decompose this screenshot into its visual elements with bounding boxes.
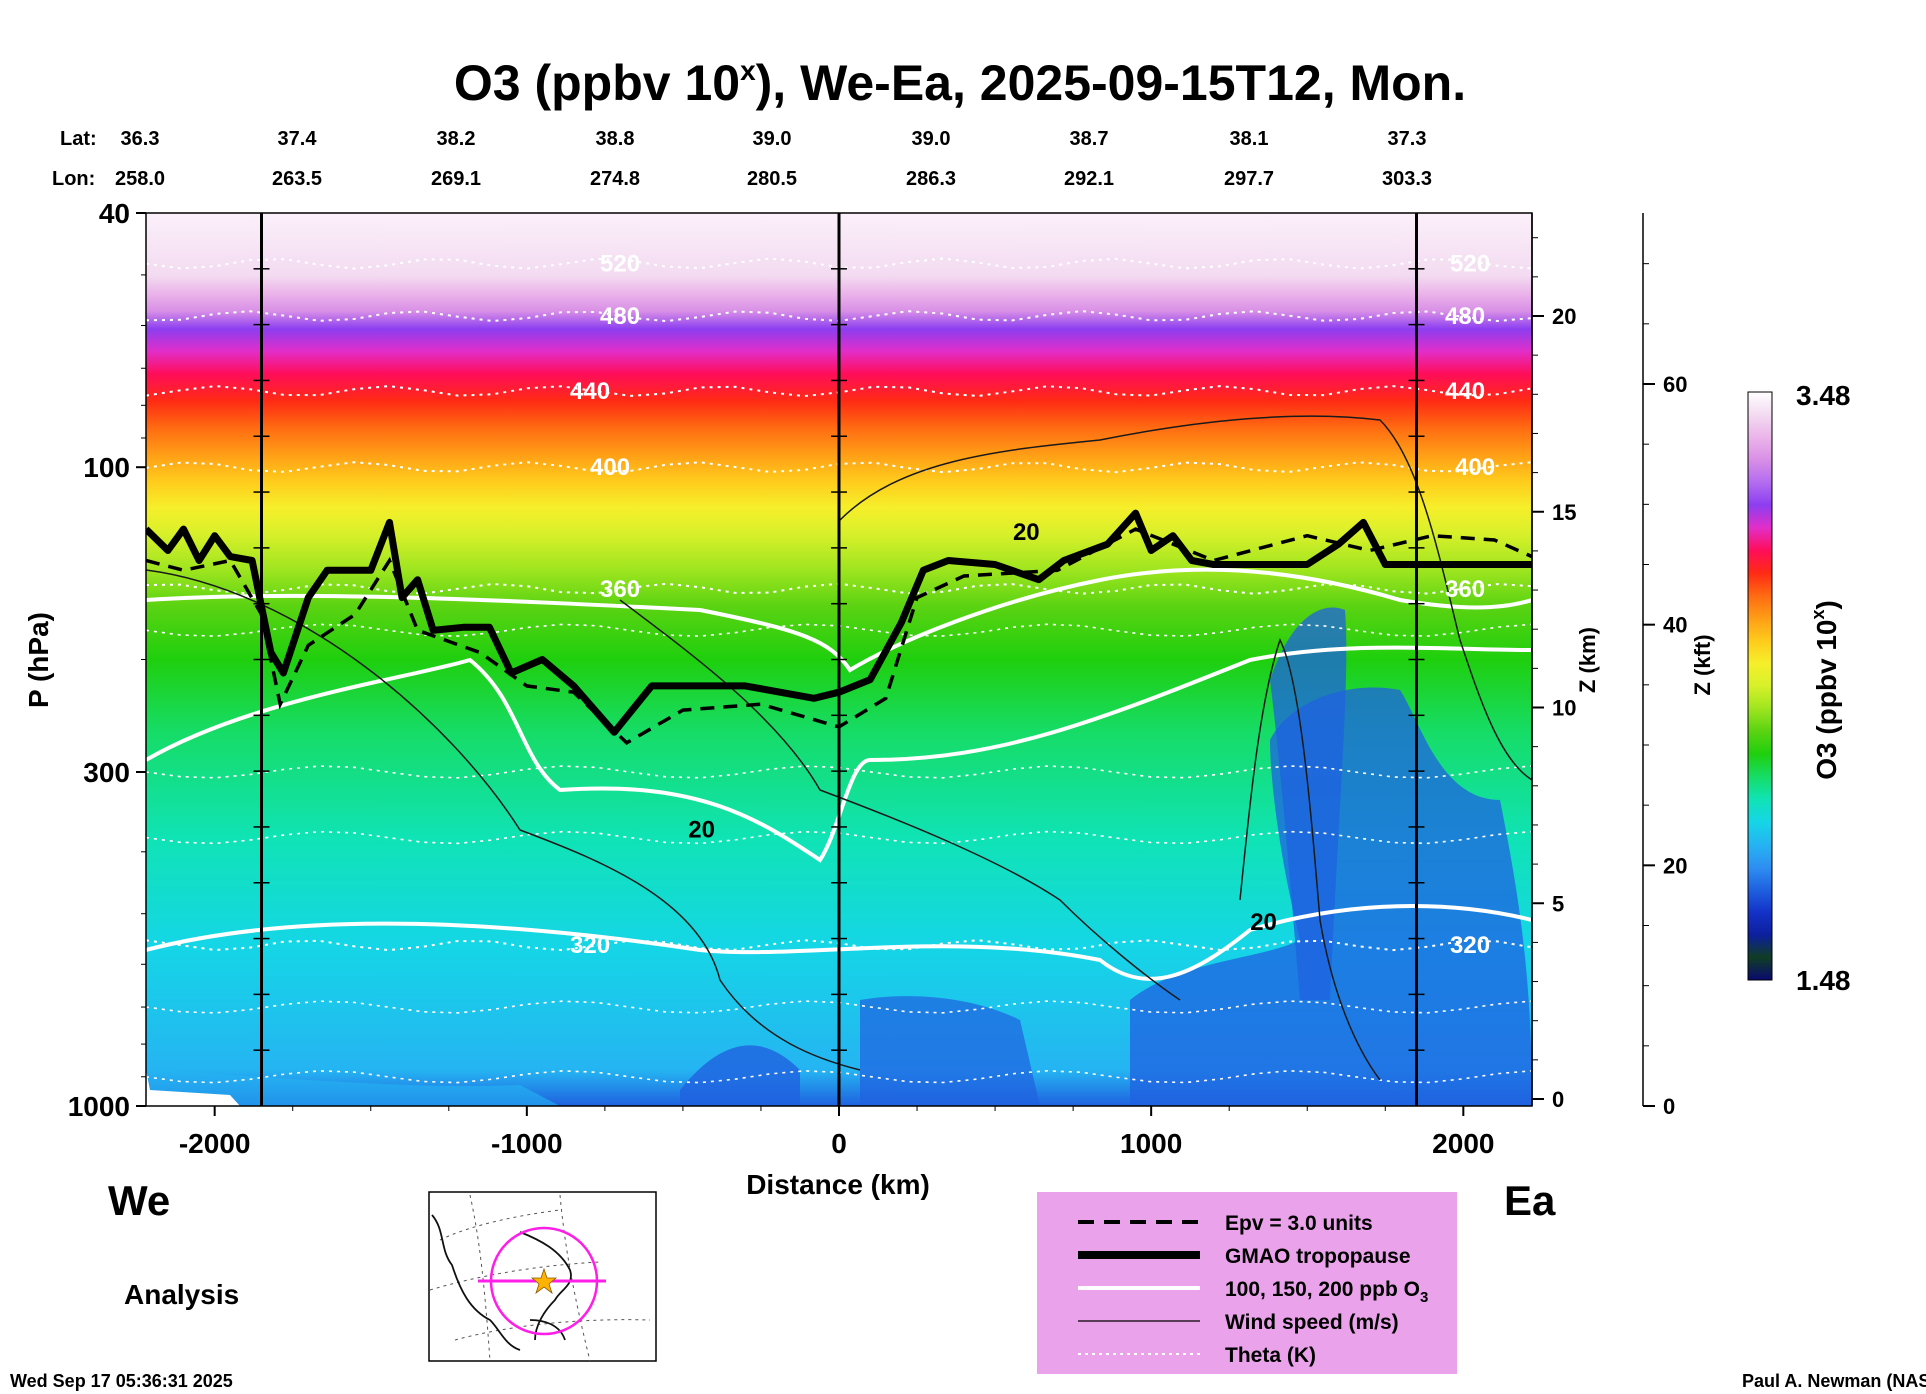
terrain-mask (146, 1070, 240, 1106)
y-tick-label: 300 (83, 757, 130, 788)
east-label: Ea (1504, 1177, 1556, 1224)
z-km-tick-label: 10 (1552, 696, 1576, 721)
lat-value: 36.3 (121, 128, 160, 150)
low-ozone-region-center (860, 996, 1040, 1106)
map-coastlines (431, 1214, 572, 1351)
tropopause-line (146, 509, 1532, 736)
wind-speed-label: 20 (688, 817, 715, 844)
lon-value: 263.5 (272, 168, 322, 190)
theta-label: 360 (1445, 576, 1485, 603)
lat-value: 37.4 (278, 128, 318, 150)
x-tick-label: 1000 (1120, 1128, 1182, 1159)
z-km-axis: 0 5 10 15 20 (1531, 213, 1576, 1112)
lat-value: 39.0 (753, 128, 792, 150)
colorbar (1747, 391, 1773, 981)
x-tick-label: -1000 (491, 1128, 563, 1159)
west-label: We (108, 1177, 170, 1224)
theta-label: 480 (600, 303, 640, 330)
z-kft-tick-label: 0 (1663, 1094, 1675, 1119)
o3-contour-150 (146, 645, 1532, 863)
y-tick-label: 100 (83, 452, 130, 483)
theta-label: 520 (600, 251, 640, 278)
theta-label: 400 (1455, 454, 1495, 481)
lon-value: 274.8 (590, 168, 640, 190)
wind-speed-label: 20 (1250, 909, 1277, 936)
z-km-tick-label: 15 (1552, 500, 1576, 525)
theta-labels: 520 520 480 480 440 440 400 400 360 360 320 320 (570, 251, 1495, 960)
theta-label: 520 (1450, 251, 1490, 278)
x-tick-label: 0 (831, 1128, 847, 1159)
credit: Paul A. Newman (NASA (1742, 1371, 1926, 1391)
lon-value: 269.1 (431, 168, 481, 190)
theta-label: 320 (570, 932, 610, 959)
legend-label: Epv = 3.0 units (1225, 1212, 1373, 1235)
z-km-tick-label: 20 (1552, 304, 1576, 329)
o3-contour-100 (146, 904, 1532, 981)
analysis-label: Analysis (124, 1279, 239, 1310)
lon-value: 297.7 (1224, 168, 1274, 190)
lon-value: 286.3 (906, 168, 956, 190)
low-ozone-column (1270, 607, 1347, 1000)
x-axis-label: Distance (km) (746, 1169, 930, 1200)
lat-label: Lat: (60, 128, 97, 150)
inset-map (428, 1191, 657, 1362)
z-km-tick-label: 0 (1552, 1087, 1564, 1112)
lat-value: 39.0 (912, 128, 951, 150)
lat-value: 38.2 (437, 128, 476, 150)
z-kft-tick-label: 60 (1663, 372, 1687, 397)
legend-label: GMAO tropopause (1225, 1245, 1411, 1268)
map-meridians (469, 1194, 591, 1361)
wind-contour-4 (1239, 638, 1381, 1081)
z-km-label: Z (km) (1575, 627, 1600, 693)
lat-lon-row: 36.3 37.4 38.2 38.8 39.0 39.0 38.7 38.1 37.3 258.… (115, 128, 1432, 190)
timestamp: Wed Sep 17 05:36:31 2025 (10, 1371, 233, 1391)
lon-label: Lon: (52, 168, 95, 190)
theta-label: 320 (1450, 932, 1490, 959)
x-tick-label: -2000 (179, 1128, 251, 1159)
theta-label: 440 (570, 378, 610, 405)
theta-label: 440 (1445, 378, 1485, 405)
map-graticule (429, 1209, 651, 1341)
map-center-star-icon (530, 1267, 558, 1295)
wind-contour-1 (146, 569, 861, 1071)
lat-value: 38.1 (1230, 128, 1269, 150)
y-tick-label: 40 (99, 198, 130, 229)
colorbar-label: O3 (ppbv 10x) (1808, 600, 1842, 780)
colorbar-max-label: 3.48 (1796, 380, 1851, 411)
y-tick-label: 1000 (68, 1091, 130, 1122)
reference-lines (253, 213, 1425, 1106)
lon-value: 303.3 (1382, 168, 1432, 190)
lat-value: 37.3 (1388, 128, 1427, 150)
chart-title: O3 (ppbv 10x), We-Ea, 2025-09-15T12, Mon… (454, 55, 1466, 111)
x-tick-label: 2000 (1432, 1128, 1494, 1159)
z-kft-tick-label: 40 (1663, 613, 1687, 638)
z-kft-axis: 0 20 40 60 (1642, 213, 1687, 1119)
lon-value: 258.0 (115, 168, 165, 190)
y-axis: 40 100 300 1000 (68, 198, 146, 1122)
theta-label: 400 (590, 454, 630, 481)
theta-label: 480 (1445, 303, 1485, 330)
lat-value: 38.7 (1070, 128, 1109, 150)
lat-value: 38.8 (596, 128, 635, 150)
wind-speed-label: 20 (1013, 519, 1040, 546)
theta-label: 360 (600, 576, 640, 603)
lon-value: 280.5 (747, 168, 797, 190)
z-kft-tick-label: 20 (1663, 853, 1687, 878)
epv-line (146, 527, 1532, 745)
x-axis: -2000 -1000 0 1000 2000 (179, 1106, 1494, 1159)
z-kft-label: Z (kft) (1690, 634, 1715, 695)
wind-speed-labels: 20 20 20 (688, 519, 1277, 936)
low-ozone-region-west (680, 1045, 800, 1106)
y-axis-label: P (hPa) (23, 612, 54, 708)
o3-contour-200 (146, 567, 1532, 673)
z-km-tick-label: 5 (1552, 891, 1564, 916)
wind-contour-3 (839, 415, 1532, 781)
colorbar-min-label: 1.48 (1796, 965, 1851, 996)
legend-label: Wind speed (m/s) (1225, 1311, 1399, 1334)
lon-value: 292.1 (1064, 168, 1114, 190)
legend-label: Theta (K) (1225, 1344, 1316, 1367)
